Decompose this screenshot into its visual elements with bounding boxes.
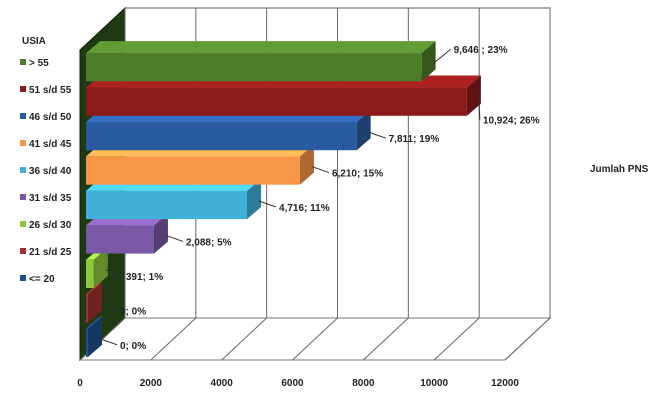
- data-label: 391; 1%: [126, 272, 163, 283]
- floor-gridline: [362, 317, 409, 361]
- leader-line: [368, 131, 386, 139]
- bar-front-face: [86, 156, 300, 185]
- bar: [86, 282, 102, 323]
- leader-line: [105, 269, 124, 277]
- legend-entry: 51 s/d 55: [29, 85, 72, 96]
- legend-entry: 26 s/d 30: [29, 220, 72, 231]
- legend-swatch: [20, 248, 26, 254]
- bar-end-face: [466, 75, 481, 116]
- legend-swatch: [20, 275, 26, 281]
- bar-front-face: [86, 190, 248, 220]
- bar-front-face: [86, 328, 88, 357]
- x-tick-label: 6000: [281, 378, 304, 389]
- bar-end-face: [356, 109, 371, 151]
- bar-end-face: [153, 213, 168, 254]
- leader-line: [433, 48, 451, 64]
- floor-gridline: [504, 317, 551, 361]
- floor-gridline: [433, 317, 480, 361]
- x-tick-label: 0: [77, 378, 83, 389]
- x-tick-label: 8000: [352, 378, 375, 389]
- bar-front-face: [86, 121, 357, 151]
- data-label: 10,924; 26%: [483, 116, 540, 127]
- leader-line: [99, 303, 118, 311]
- bar-end-face: [299, 144, 314, 185]
- bar-front-face: [86, 259, 94, 289]
- legend-swatch: [20, 167, 26, 173]
- bar: [86, 144, 314, 185]
- legend-swatch: [20, 86, 26, 92]
- bar-end-face: [421, 41, 436, 82]
- floor-gridline: [221, 317, 268, 361]
- bar-top-face: [86, 282, 102, 295]
- bar-end-face: [88, 316, 102, 357]
- floor-gridline: [292, 317, 338, 361]
- data-label: 0; 0%: [120, 341, 146, 352]
- data-label: 9,646 ; 23%: [454, 45, 508, 56]
- leader-line: [478, 97, 481, 120]
- legend-swatch: [20, 59, 26, 65]
- legend-swatch: [20, 113, 26, 119]
- chart-legend: USIA > 55 51 s/d 55 46 s/d 50 41 s/d 45 36 s/…: [20, 36, 649, 285]
- leader-line: [99, 338, 118, 346]
- x-tick-label: 10000: [420, 378, 448, 389]
- bar: [86, 109, 371, 151]
- data-label: 6,210; 15%: [332, 169, 383, 180]
- floor-gridline: [150, 317, 197, 361]
- bar-end-face: [88, 282, 102, 323]
- data-label: 7,811; 19%: [389, 134, 440, 145]
- bar: [86, 316, 102, 357]
- bar-front-face: [86, 294, 88, 323]
- chart-data-labels: 0; 0% 0; 0% 391; 1% 2,088; 5% 4,716; 11% 6,21…: [99, 45, 540, 352]
- bar-front-face: [86, 87, 467, 116]
- bar-front-face: [86, 53, 422, 82]
- legend-swatch: [20, 221, 26, 227]
- data-label: 0; 0%: [120, 306, 146, 317]
- legend-entry: 36 s/d 40: [29, 166, 72, 177]
- bar: [86, 213, 168, 254]
- x-tick-label: 4000: [211, 378, 234, 389]
- series-label: Jumlah PNS: [590, 164, 649, 175]
- bar: [86, 41, 436, 82]
- chart-x-axis: 0 2000 4000 6000 8000 10000 12000: [77, 378, 519, 389]
- legend-entry: 21 s/d 25: [29, 247, 72, 258]
- bar-front-face: [86, 225, 154, 254]
- chart-bars: [86, 41, 481, 357]
- data-label: 2,088; 5%: [186, 237, 232, 248]
- legend-entry: 46 s/d 50: [29, 112, 72, 123]
- leader-line: [258, 200, 277, 208]
- data-label: 4,716; 11%: [279, 203, 330, 214]
- leader-line: [311, 166, 330, 174]
- bar: [86, 75, 481, 116]
- x-tick-label: 2000: [140, 378, 163, 389]
- legend-swatch: [20, 140, 26, 146]
- x-tick-label: 12000: [491, 378, 519, 389]
- legend-swatch: [20, 194, 26, 200]
- bar-top-face: [86, 41, 436, 54]
- bar: [86, 178, 262, 220]
- legend-title: USIA: [22, 36, 46, 47]
- bar-end-face: [247, 178, 262, 220]
- legend-entry: > 55: [29, 58, 49, 69]
- legend-entry: 31 s/d 35: [29, 193, 72, 204]
- leader-line: [165, 234, 184, 242]
- legend-entry: <= 20: [29, 274, 55, 285]
- bar-top-face: [86, 316, 102, 329]
- bar-end-face: [93, 247, 108, 289]
- legend-entry: 41 s/d 45: [29, 139, 72, 150]
